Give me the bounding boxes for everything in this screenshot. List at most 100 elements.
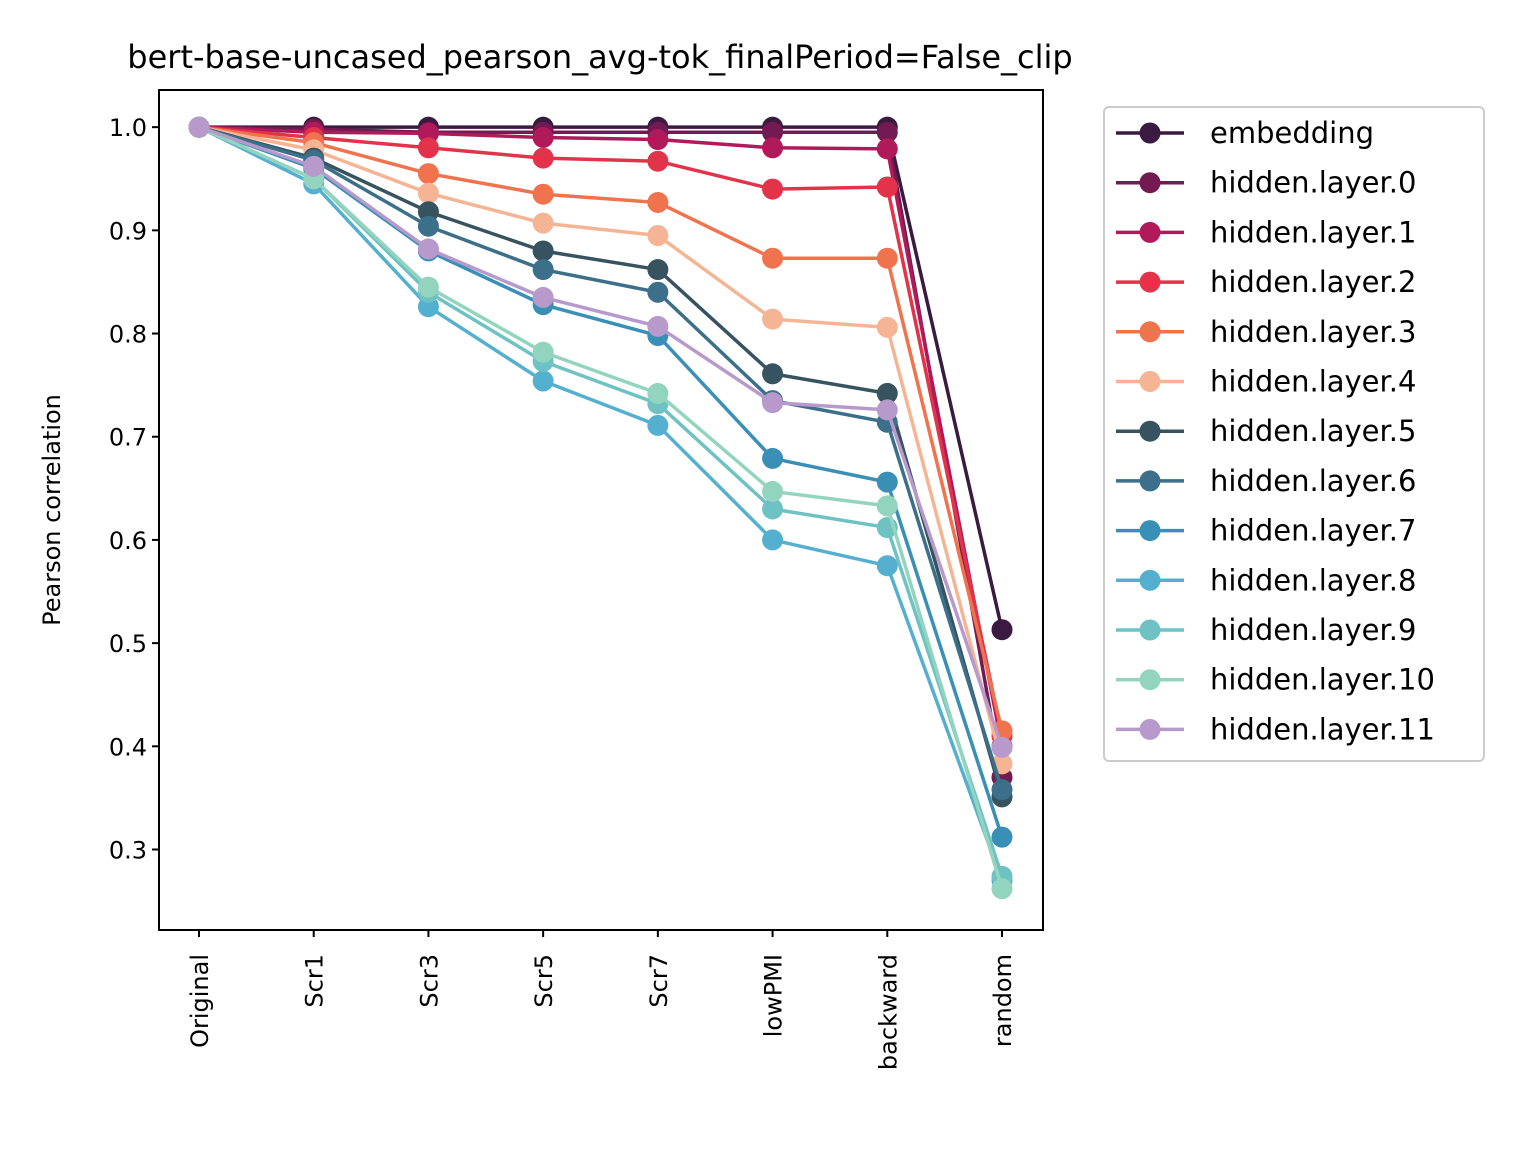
data-point xyxy=(417,163,439,185)
legend-marker xyxy=(1139,271,1161,293)
legend-item: hidden.layer.4 xyxy=(1116,365,1416,399)
series-line xyxy=(198,125,1004,778)
series-hidden-layer-5 xyxy=(188,116,1013,808)
data-point xyxy=(647,281,669,303)
data-point xyxy=(876,471,898,493)
data-point xyxy=(647,150,669,172)
series-line xyxy=(198,125,1004,747)
data-point xyxy=(762,498,784,520)
legend-label: hidden.layer.5 xyxy=(1210,414,1416,448)
series-line xyxy=(198,125,1004,748)
series-line xyxy=(198,125,1004,732)
y-tick-label: 0.6 xyxy=(109,527,147,555)
data-point xyxy=(876,176,898,198)
data-point xyxy=(647,382,669,404)
data-point xyxy=(762,363,784,385)
data-point xyxy=(417,122,439,144)
data-point xyxy=(532,240,554,262)
series-hidden-layer-6 xyxy=(188,116,1013,801)
data-point xyxy=(876,555,898,577)
series-hidden-layer-7 xyxy=(188,116,1013,848)
chart-title: bert-base-uncased_pearson_avg-tok_finalP… xyxy=(127,38,1072,76)
y-tick-label: 0.8 xyxy=(109,321,147,349)
x-tick-label: Scr3 xyxy=(415,954,443,1008)
y-axis-label: Pearson correlation xyxy=(38,394,66,626)
legend-item: hidden.layer.5 xyxy=(1116,414,1416,448)
data-point xyxy=(876,247,898,269)
data-point xyxy=(876,121,898,143)
x-tick-label: Scr1 xyxy=(301,954,329,1008)
legend-marker xyxy=(1139,122,1161,144)
data-point xyxy=(532,286,554,308)
data-point xyxy=(876,399,898,421)
legend-label: hidden.layer.7 xyxy=(1210,514,1416,548)
x-tick-label: Scr7 xyxy=(645,954,673,1008)
x-tick-label: lowPMI xyxy=(760,954,788,1037)
data-point xyxy=(876,138,898,160)
x-tick-label: Original xyxy=(186,954,214,1048)
legend-label: hidden.layer.4 xyxy=(1210,365,1416,399)
legend-label: hidden.layer.0 xyxy=(1210,166,1416,200)
x-tick-label: random xyxy=(989,954,1017,1047)
data-point xyxy=(303,155,325,177)
legend-marker xyxy=(1139,470,1161,492)
legend-marker xyxy=(1139,172,1161,194)
data-point xyxy=(876,382,898,404)
series-line xyxy=(198,125,1004,791)
series-hidden-layer-4 xyxy=(188,116,1013,775)
x-tick-label: Scr5 xyxy=(530,954,558,1008)
x-axis: Original Scr1 Scr3 Scr5 Scr7 lowPMI backward ra… xyxy=(186,930,1017,1070)
legend-label: hidden.layer.11 xyxy=(1210,712,1435,746)
legend-label: hidden.layer.10 xyxy=(1210,663,1435,697)
series-hidden-layer-11 xyxy=(188,116,1013,758)
data-point xyxy=(417,201,439,223)
series-line xyxy=(198,125,1004,765)
data-point xyxy=(762,447,784,469)
legend-marker xyxy=(1139,321,1161,343)
legend-marker xyxy=(1139,619,1161,641)
legend-marker xyxy=(1139,371,1161,392)
x-tick-label: backward xyxy=(874,954,902,1070)
legend-item: embedding xyxy=(1116,116,1374,150)
series-hidden-layer-2 xyxy=(188,116,1013,747)
data-point xyxy=(991,619,1013,641)
data-point xyxy=(762,247,784,269)
data-point xyxy=(417,276,439,298)
series-hidden-layer-0 xyxy=(188,116,1013,788)
series-hidden-layer-1 xyxy=(188,116,1013,757)
data-point xyxy=(647,191,669,213)
legend-item: hidden.layer.8 xyxy=(1116,563,1416,597)
legend-item: hidden.layer.2 xyxy=(1116,265,1416,299)
data-point xyxy=(991,826,1013,848)
series-line xyxy=(198,125,1004,882)
legend-marker xyxy=(1139,669,1161,691)
legend-item: hidden.layer.6 xyxy=(1116,464,1416,498)
data-point xyxy=(762,137,784,159)
data-point xyxy=(532,259,554,281)
y-tick-label: 0.7 xyxy=(109,424,147,452)
legend-item: hidden.layer.3 xyxy=(1116,315,1416,349)
legend-marker xyxy=(1139,420,1161,442)
legend-item: hidden.layer.0 xyxy=(1116,166,1416,200)
legend-label: hidden.layer.1 xyxy=(1210,215,1416,249)
data-point xyxy=(991,878,1013,900)
data-point xyxy=(647,315,669,337)
legend-item: hidden.layer.9 xyxy=(1116,613,1416,647)
data-point xyxy=(876,495,898,517)
data-point xyxy=(762,178,784,200)
y-tick-label: 0.3 xyxy=(109,837,147,865)
data-point xyxy=(762,529,784,551)
data-point xyxy=(647,225,669,247)
legend-label: hidden.layer.6 xyxy=(1210,464,1416,498)
legend-label: hidden.layer.3 xyxy=(1210,315,1416,349)
data-point xyxy=(647,129,669,151)
series-group xyxy=(188,116,1013,900)
legend-label: embedding xyxy=(1210,116,1374,150)
plot-frame xyxy=(158,89,1044,931)
data-point xyxy=(532,341,554,363)
y-tick-label: 0.5 xyxy=(109,630,147,658)
legend-marker xyxy=(1139,221,1161,243)
data-point xyxy=(532,370,554,392)
legend: embedding hidden.layer.0 hidden.layer.1 hid… xyxy=(1103,106,1485,762)
